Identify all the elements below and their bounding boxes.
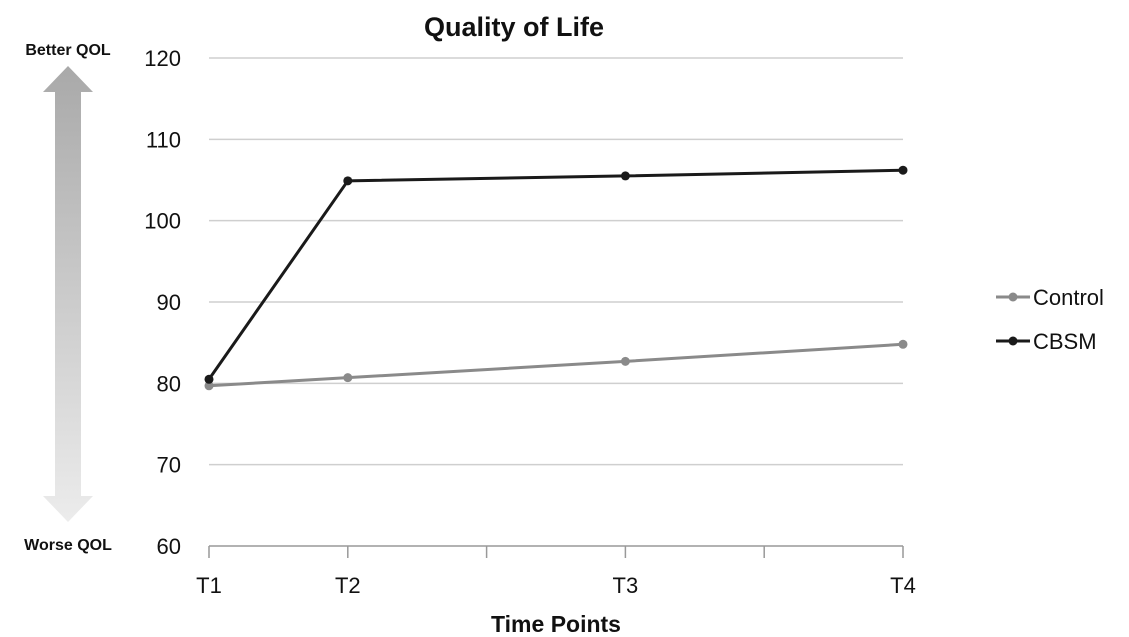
data-point-cbsm bbox=[343, 176, 353, 186]
data-point-control bbox=[343, 373, 353, 383]
x-axis-title: Time Points bbox=[491, 611, 621, 637]
y-tick-label: 80 bbox=[157, 371, 181, 396]
legend-label-cbsm: CBSM bbox=[1033, 329, 1097, 354]
data-point-control bbox=[898, 339, 908, 349]
legend: Control CBSM bbox=[996, 285, 1104, 354]
gridlines bbox=[209, 57, 903, 466]
data-point-control bbox=[204, 381, 214, 391]
qol-direction-arrow-icon bbox=[43, 66, 93, 522]
better-qol-label: Better QOL bbox=[25, 42, 111, 59]
data-point-cbsm bbox=[898, 165, 908, 175]
series-line-control bbox=[208, 342, 904, 388]
y-axis-ticks: 60 70 80 90 100 110 120 bbox=[144, 46, 181, 559]
series-line-cbsm bbox=[207, 168, 904, 381]
chart-title: Quality of Life bbox=[424, 12, 604, 42]
data-point-cbsm bbox=[204, 374, 214, 384]
data-point-cbsm bbox=[620, 171, 630, 181]
x-tick-label: T3 bbox=[613, 573, 639, 598]
legend-label-control: Control bbox=[1033, 285, 1104, 310]
y-tick-label: 70 bbox=[157, 453, 181, 478]
data-point-control bbox=[620, 356, 630, 366]
legend-marker-control bbox=[1008, 292, 1018, 302]
series-lines bbox=[204, 165, 908, 391]
x-tick-label: T2 bbox=[335, 573, 361, 598]
worse-qol-label: Worse QOL bbox=[24, 537, 112, 554]
y-tick-label: 60 bbox=[157, 534, 181, 559]
x-tick-label: T4 bbox=[890, 573, 916, 598]
y-tick-label: 90 bbox=[157, 290, 181, 315]
x-tick-label: T1 bbox=[196, 573, 222, 598]
y-tick-label: 110 bbox=[146, 127, 181, 152]
y-tick-label: 100 bbox=[144, 209, 181, 234]
x-axis: T1 T2 T3 T4 bbox=[196, 545, 916, 598]
y-tick-label: 120 bbox=[144, 46, 181, 71]
legend-marker-cbsm bbox=[1008, 336, 1018, 346]
